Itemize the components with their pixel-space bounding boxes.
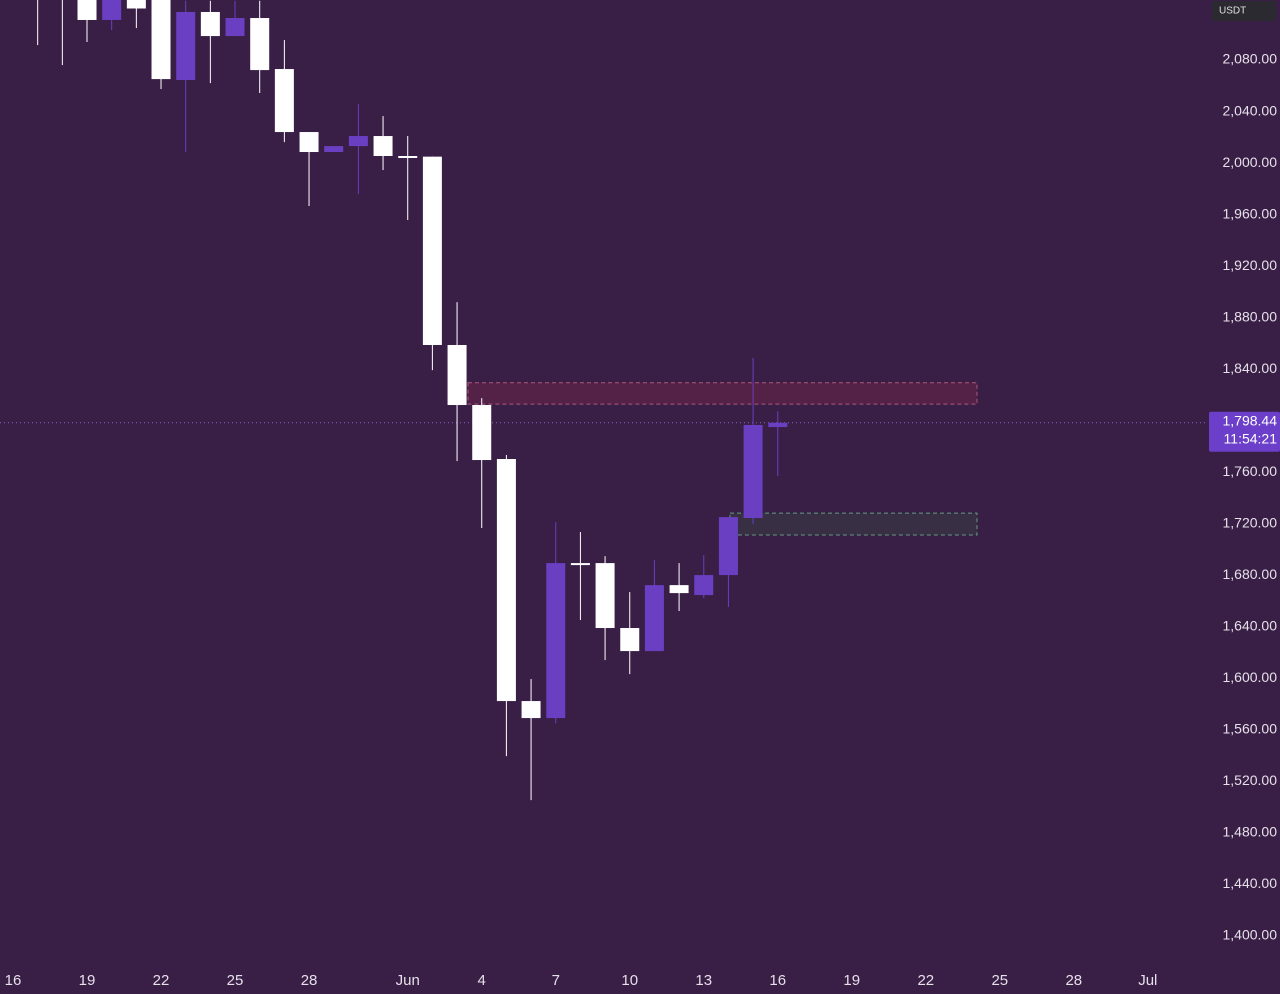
- y-tick-label: 1,480.00: [1223, 824, 1278, 840]
- candle-body: [644, 585, 664, 652]
- x-tick-label: 7: [552, 972, 560, 989]
- x-tick-label: 25: [227, 972, 244, 989]
- x-tick-label: 13: [695, 972, 712, 989]
- currency-label: USDT: [1219, 6, 1246, 17]
- candle-body: [373, 136, 393, 157]
- x-tick-label: 28: [1065, 972, 1082, 989]
- candle-body: [102, 0, 122, 20]
- y-tick-label: 1,560.00: [1223, 721, 1278, 737]
- candle-body: [496, 459, 516, 702]
- x-tick-label: 22: [153, 972, 170, 989]
- candle-body: [694, 575, 714, 596]
- y-tick-label: 2,080.00: [1223, 51, 1278, 67]
- y-tick-label: 1,960.00: [1223, 205, 1278, 221]
- y-tick-label: 1,920.00: [1223, 257, 1278, 273]
- candle-body: [299, 132, 319, 153]
- candle-body: [151, 0, 171, 80]
- candle-body: [570, 563, 590, 566]
- countdown-label: 11:54:21: [1224, 430, 1278, 446]
- candle-body: [225, 18, 245, 37]
- labels: USDT 1,798.44 11:54:21: [1209, 1, 1280, 452]
- x-tick-label: 16: [769, 972, 786, 989]
- candle-body: [398, 156, 418, 159]
- candle-body: [472, 405, 492, 461]
- x-tick-label: 4: [478, 972, 486, 989]
- y-tick-label: 1,440.00: [1223, 875, 1278, 891]
- x-tick-label: 25: [991, 972, 1008, 989]
- x-tick-label: 22: [917, 972, 934, 989]
- candle-body: [176, 11, 196, 81]
- current-price-label: 1,798.44: [1223, 412, 1278, 428]
- y-tick-label: 1,600.00: [1223, 669, 1278, 685]
- y-tick-label: 1,680.00: [1223, 566, 1278, 582]
- candle-body: [126, 0, 146, 9]
- x-tick-label: Jul: [1138, 972, 1157, 989]
- y-tick-label: 1,840.00: [1223, 360, 1278, 376]
- x-tick-label: 28: [301, 972, 318, 989]
- candle-body: [718, 517, 738, 576]
- candle-body: [348, 136, 368, 147]
- candle-body: [422, 156, 442, 345]
- zone: [729, 512, 978, 536]
- candle-body: [521, 701, 541, 719]
- candle-body: [447, 344, 467, 406]
- candle-body: [200, 11, 220, 37]
- x-tick-label: Jun: [396, 972, 420, 989]
- y-tick-label: 1,640.00: [1223, 618, 1278, 634]
- candle-body: [546, 563, 566, 719]
- x-tick-label: 10: [621, 972, 638, 989]
- y-tick-label: 1,760.00: [1223, 463, 1278, 479]
- candle-body: [768, 422, 788, 428]
- candle-body: [620, 628, 640, 652]
- y-tick-label: 2,000.00: [1223, 154, 1278, 170]
- candle-body: [274, 69, 294, 133]
- candles: [0, 0, 1205, 801]
- y-tick-label: 1,400.00: [1223, 927, 1278, 943]
- currency-badge: [1212, 1, 1276, 21]
- candle-body: [595, 563, 615, 629]
- candle-body: [743, 424, 763, 519]
- x-tick-label: 19: [79, 972, 96, 989]
- candle-body: [669, 585, 689, 594]
- y-tick-label: 1,520.00: [1223, 772, 1278, 788]
- price-badge: [1209, 411, 1280, 452]
- candle-body: [324, 146, 344, 153]
- x-tick-label: 19: [843, 972, 860, 989]
- zone: [467, 382, 978, 405]
- y-tick-label: 2,040.00: [1223, 102, 1278, 118]
- candle-body: [250, 18, 270, 71]
- y-tick-label: 1,880.00: [1223, 308, 1278, 324]
- y-tick-label: 1,720.00: [1223, 515, 1278, 531]
- candle-body: [77, 0, 97, 20]
- zones: [467, 382, 978, 536]
- x-tick-label: 16: [5, 972, 22, 989]
